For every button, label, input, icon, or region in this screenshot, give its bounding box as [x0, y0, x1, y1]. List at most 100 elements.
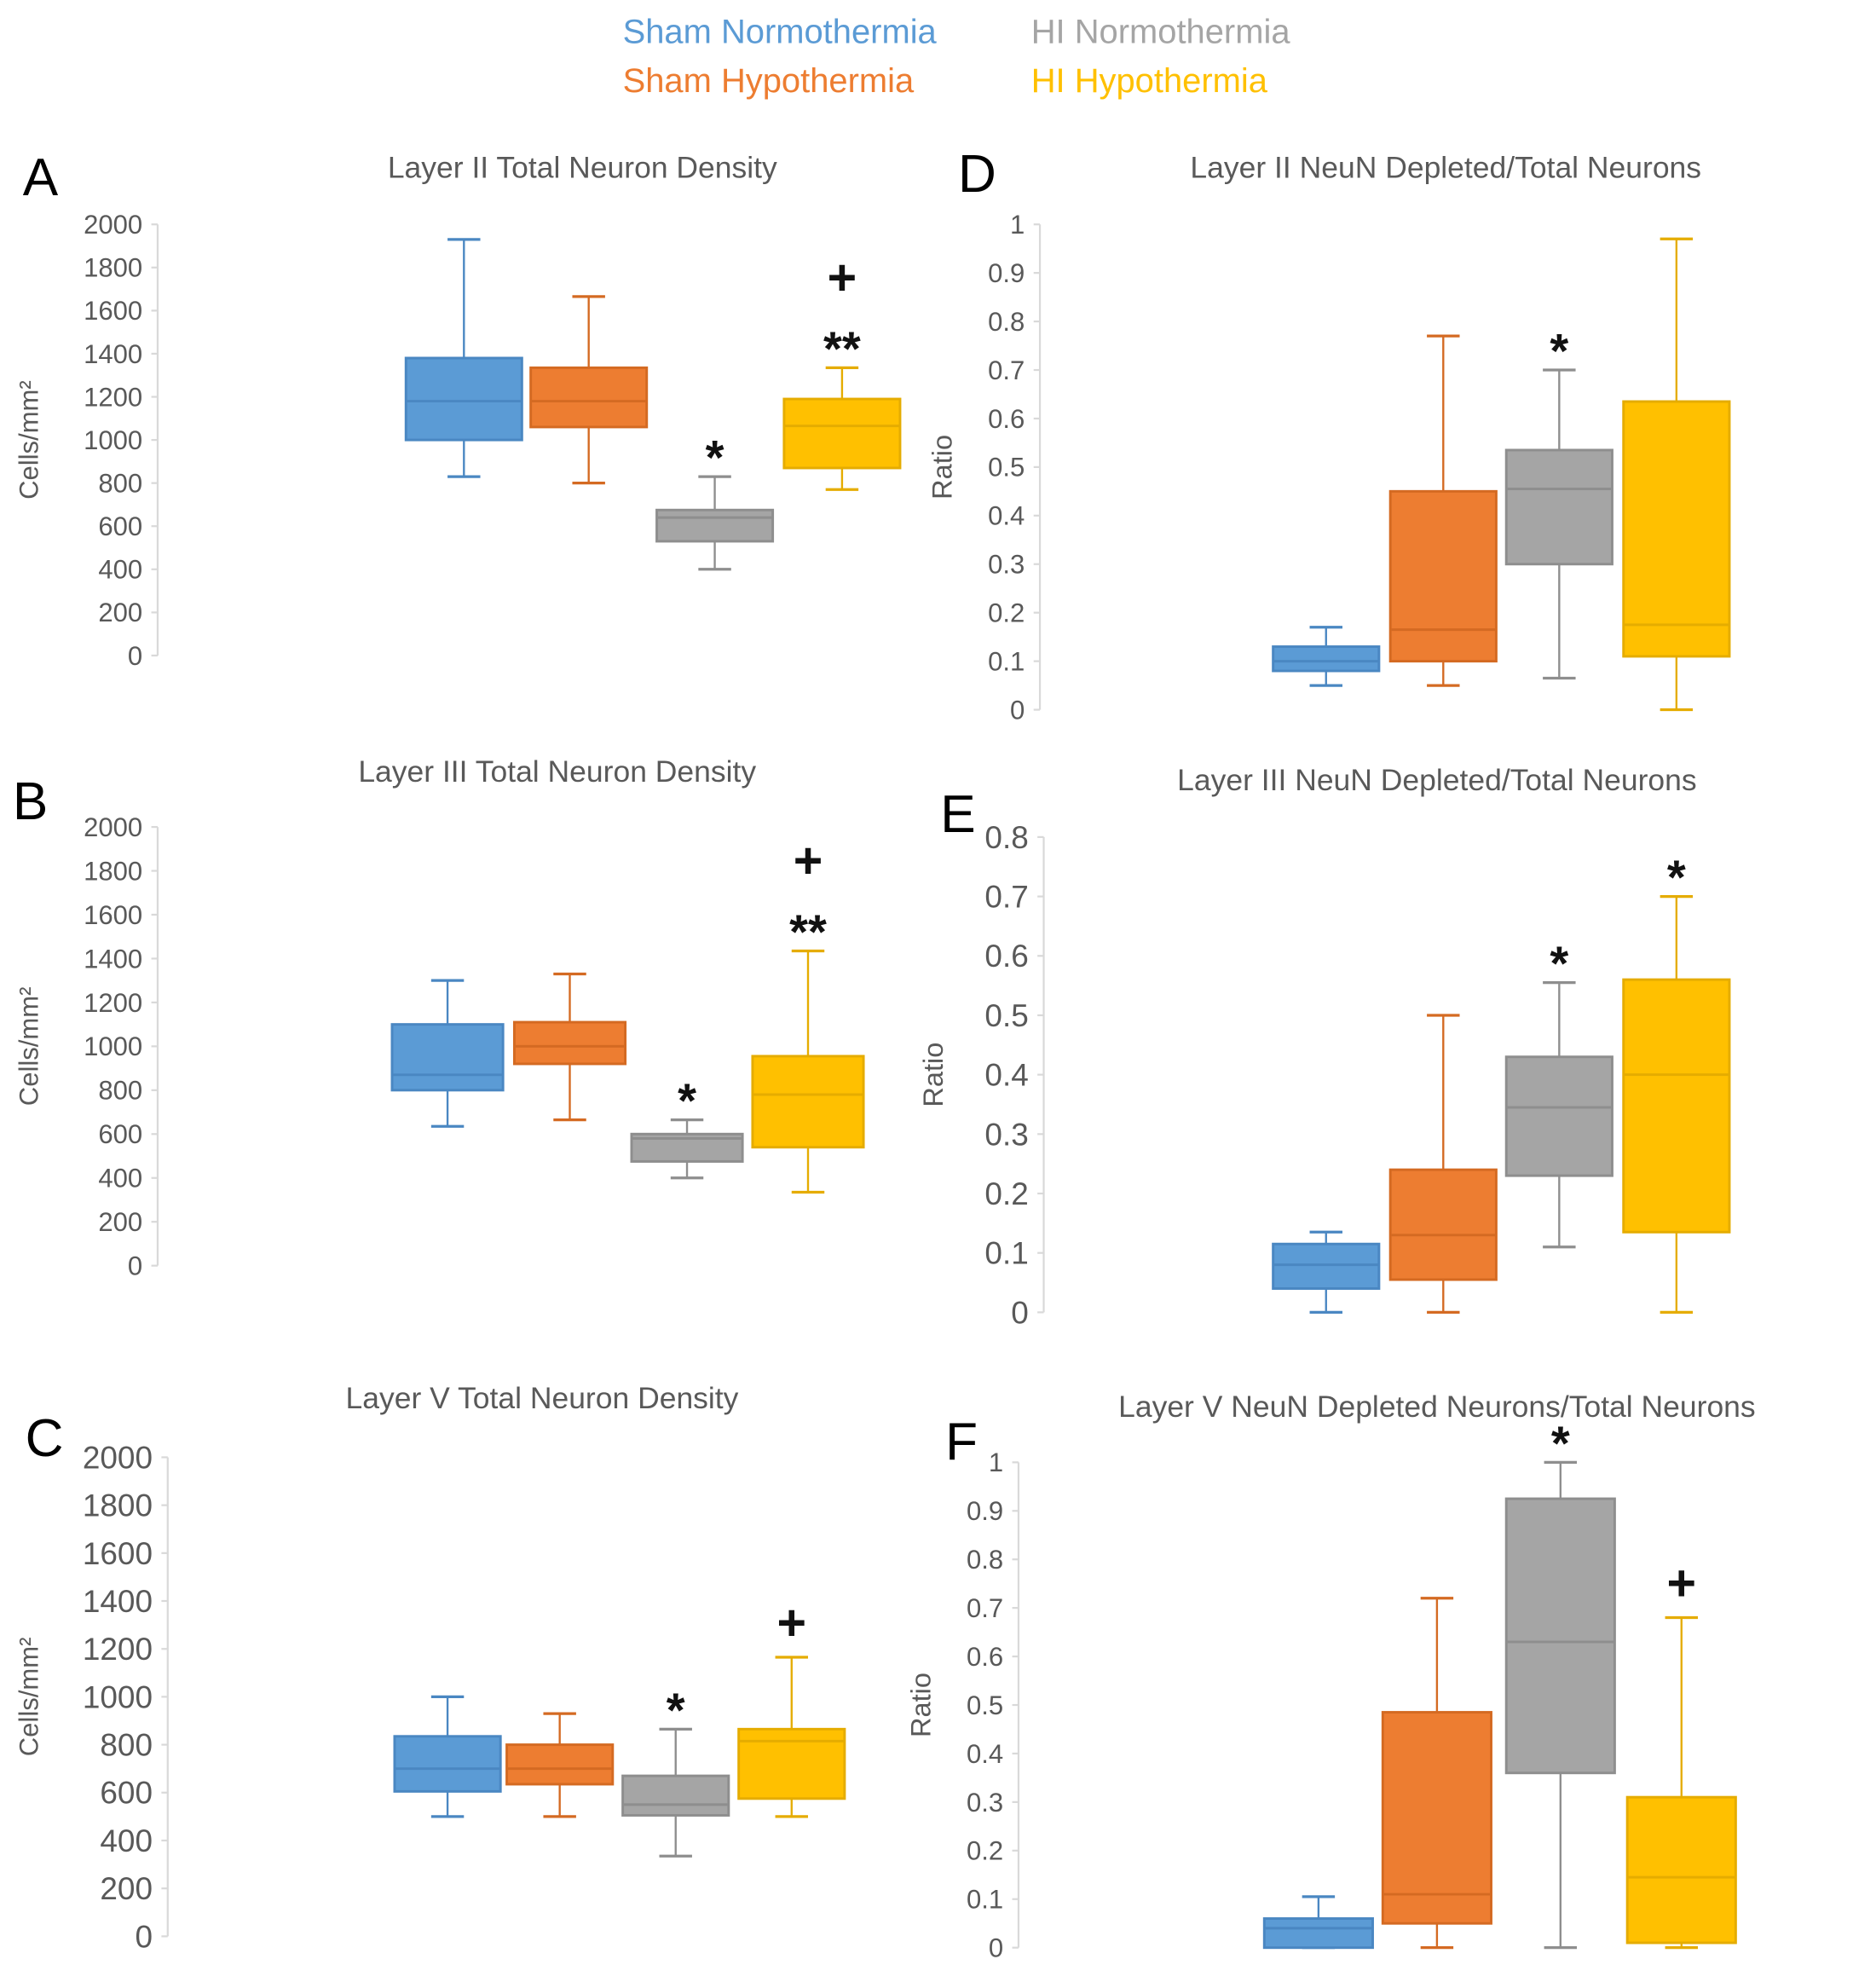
y-tick-label: 2000	[84, 210, 142, 240]
box-sham-hypothermia	[1388, 334, 1498, 687]
y-tick-label: 2000	[84, 812, 142, 842]
y-tick-label: 0.3	[984, 1117, 1028, 1152]
iqr-box	[390, 1023, 505, 1092]
y-tick-label: 1200	[84, 988, 142, 1018]
y-tick-label: 0	[1010, 695, 1025, 725]
box-sham-hypothermia	[1381, 1597, 1492, 1950]
y-tick-label: 1200	[83, 1632, 153, 1667]
y-tick-label: 800	[98, 1076, 142, 1106]
legend-hi-hypothermia: HI Hypothermia	[1031, 62, 1268, 100]
y-tick-label: 0.8	[984, 820, 1028, 855]
iqr-box	[782, 397, 902, 470]
y-tick-label: 400	[98, 555, 142, 585]
y-tick-label: 0.1	[984, 1236, 1028, 1271]
y-axis-label: Ratio	[905, 1673, 936, 1737]
y-tick-label: 400	[98, 1164, 142, 1193]
y-tick-label: 0	[128, 1251, 142, 1281]
iqr-box	[505, 1743, 615, 1786]
y-tick-label: 1400	[83, 1584, 153, 1619]
y-tick-label: 200	[98, 1207, 142, 1237]
y-tick-label: 1800	[84, 253, 142, 283]
y-tick-label: 0.5	[984, 998, 1028, 1033]
y-tick-label: 0.5	[988, 453, 1025, 483]
y-tick-label: 1600	[84, 296, 142, 326]
iqr-box	[1504, 1497, 1616, 1775]
y-tick-label: 1000	[84, 1032, 142, 1061]
significance-plus: +	[1667, 1554, 1697, 1611]
panel-letter: D	[958, 145, 996, 204]
y-tick-label: 0	[1011, 1295, 1029, 1330]
panel-b: B Layer III Total Neuron Density 0 200 400 60…	[13, 754, 865, 1281]
box-hi-hypothermia: ** +	[751, 832, 865, 1194]
y-tick-label: 600	[98, 511, 142, 541]
significance-asterisk: *	[1550, 937, 1568, 991]
y-axis-label: Cells/mm²	[14, 987, 43, 1107]
significance-asterisk: *	[1550, 324, 1568, 378]
y-tick-label: 0.8	[967, 1545, 1003, 1575]
box-hi-hypothermia	[1622, 237, 1731, 712]
panel-f: F Layer V NeuN Depleted Neurons/Total Neu…	[905, 1390, 1755, 1962]
panel-letter: E	[940, 785, 975, 844]
significance-asterisk: *	[706, 431, 724, 484]
legend: Sham Normothermia HI Normothermia Sham H…	[623, 13, 1291, 100]
box-hi-hypothermia: ** +	[782, 249, 902, 491]
y-tick-label: 1	[1010, 210, 1025, 240]
y-tick-label: 1800	[84, 856, 142, 886]
y-tick-label: 200	[100, 1871, 153, 1906]
chart-title: Layer II Total Neuron Density	[388, 151, 777, 185]
iqr-box	[393, 1735, 502, 1793]
y-tick-label: 1400	[84, 339, 142, 369]
y-tick-label: 2000	[83, 1440, 153, 1475]
y-axis-label: Ratio	[918, 1043, 949, 1107]
y-tick-label: 1400	[84, 944, 142, 974]
y-tick-label: 0.3	[988, 550, 1025, 580]
significance-asterisk: *	[678, 1074, 696, 1128]
y-tick-label: 0.4	[967, 1739, 1003, 1769]
box-hi-normothermia: *	[1504, 937, 1613, 1249]
iqr-box	[1622, 400, 1731, 658]
y-tick-label: 0.1	[967, 1885, 1003, 1915]
iqr-box	[1381, 1711, 1492, 1925]
legend-hi-normothermia: HI Normothermia	[1031, 13, 1291, 50]
iqr-box	[1388, 489, 1498, 663]
y-axis-label: Ratio	[927, 435, 958, 500]
y-tick-label: 600	[100, 1776, 153, 1811]
legend-sham-normothermia: Sham Normothermia	[623, 13, 938, 50]
y-tick-label: 600	[98, 1119, 142, 1149]
y-tick-label: 200	[98, 598, 142, 627]
iqr-box	[1622, 978, 1731, 1234]
iqr-box	[1504, 1055, 1613, 1177]
y-tick-label: 1600	[83, 1536, 153, 1571]
significance-asterisk: **	[823, 321, 861, 375]
iqr-box	[1272, 1242, 1381, 1290]
y-tick-label: 0.8	[988, 307, 1025, 337]
box-sham-normothermia	[1272, 626, 1381, 687]
y-tick-label: 400	[100, 1823, 153, 1858]
box-sham-hypothermia	[529, 295, 649, 485]
y-tick-label: 1000	[83, 1679, 153, 1714]
y-tick-label: 1800	[83, 1488, 153, 1523]
y-tick-label: 0.7	[984, 880, 1028, 915]
iqr-box	[655, 508, 775, 543]
y-tick-label: 0.5	[967, 1690, 1003, 1720]
iqr-box	[1262, 1917, 1374, 1950]
box-hi-hypothermia: +	[1625, 1554, 1737, 1950]
y-tick-label: 0	[128, 641, 142, 671]
iqr-box	[751, 1055, 865, 1149]
box-hi-hypothermia: *	[1622, 851, 1731, 1315]
panel-letter: A	[23, 148, 59, 207]
iqr-box	[1388, 1168, 1498, 1281]
y-tick-label: 0	[989, 1933, 1003, 1963]
y-tick-label: 0.4	[984, 1058, 1028, 1093]
significance-asterisk: *	[1551, 1416, 1570, 1470]
y-axis-label: Cells/mm²	[14, 380, 43, 500]
significance-asterisk: *	[1667, 851, 1686, 904]
box-hi-normothermia: *	[1504, 1416, 1616, 1950]
y-tick-label: 0.2	[984, 1176, 1028, 1211]
box-sham-normothermia	[1262, 1895, 1374, 1950]
box-sham-hypothermia	[512, 972, 627, 1122]
chart-title: Layer V NeuN Depleted Neurons/Total Neur…	[1118, 1390, 1756, 1424]
significance-asterisk: *	[667, 1683, 685, 1737]
y-tick-label: 0.1	[988, 646, 1025, 676]
